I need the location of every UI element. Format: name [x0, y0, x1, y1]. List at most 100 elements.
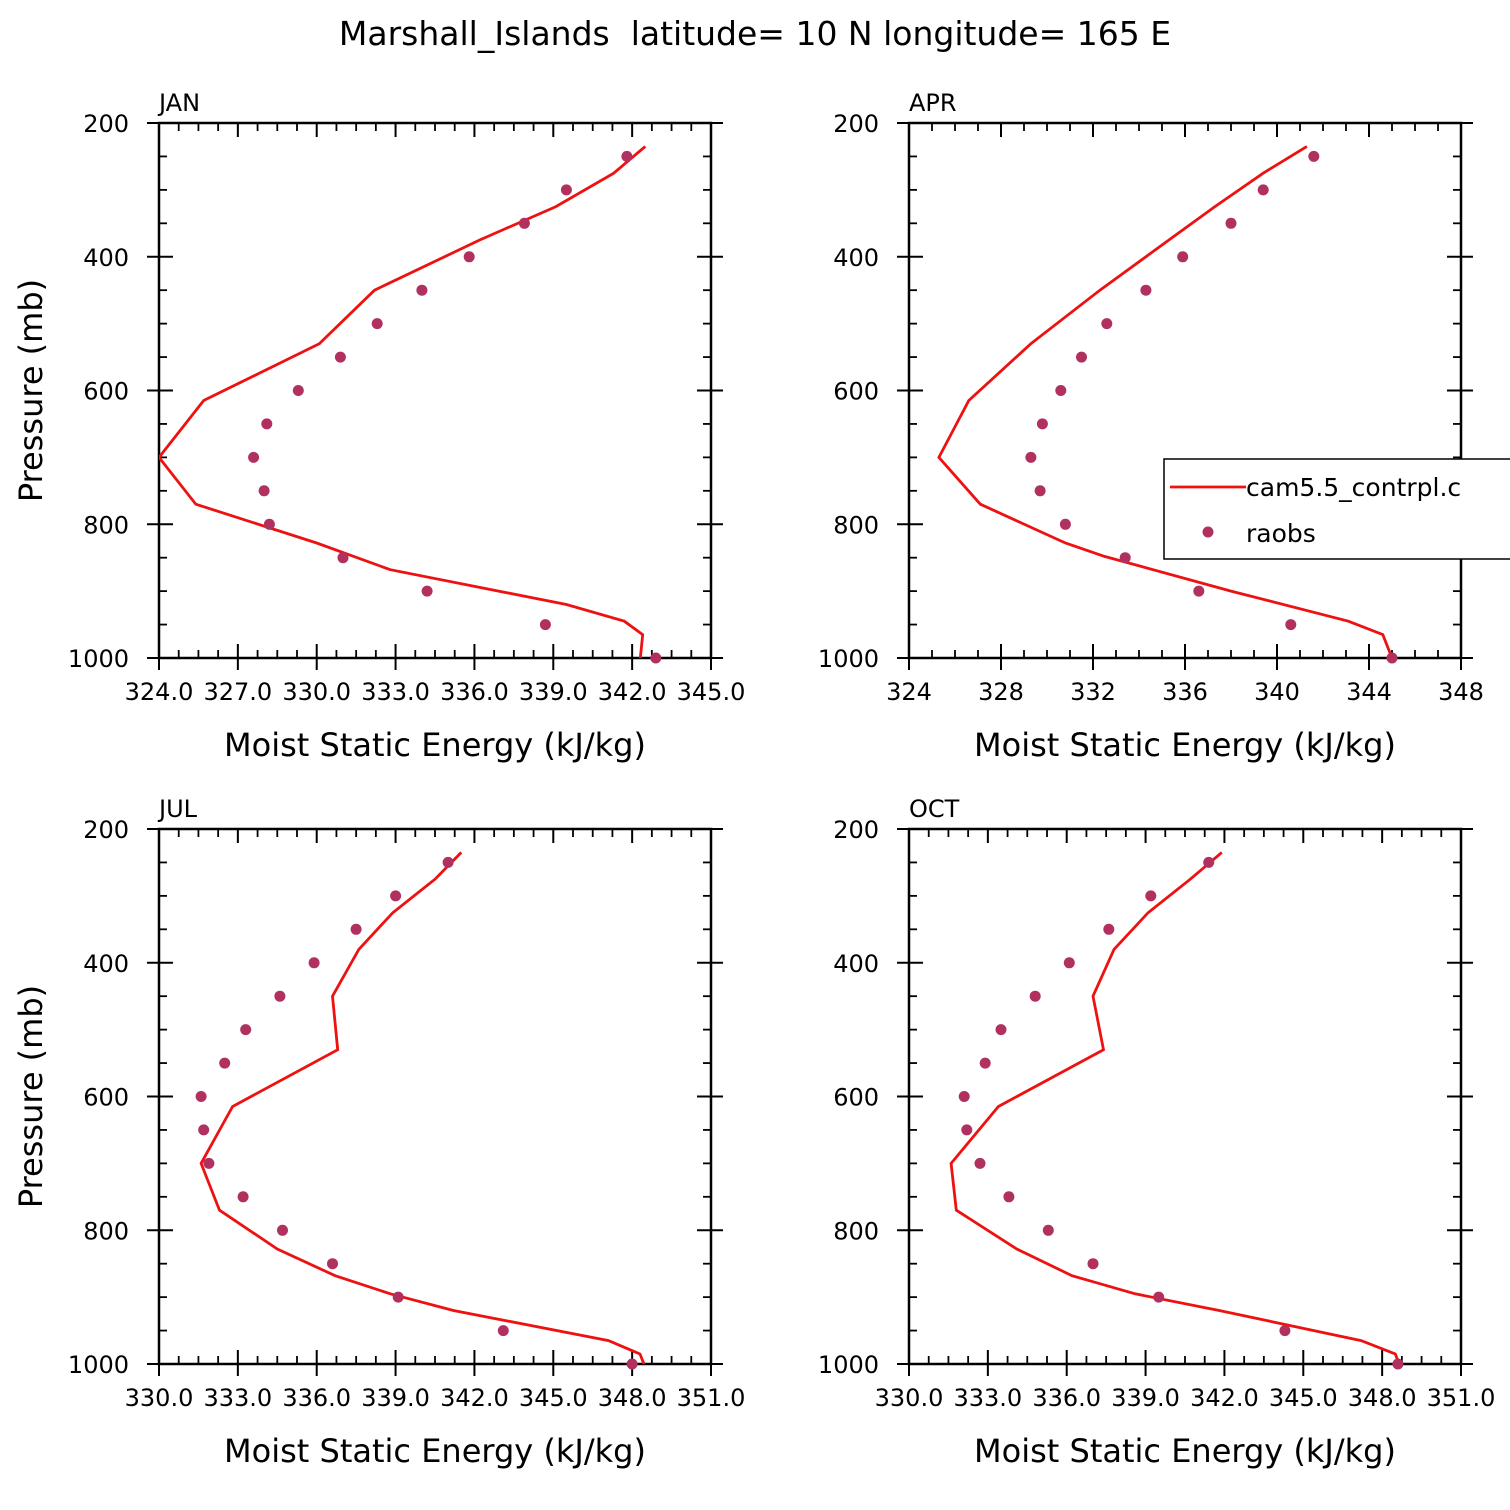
y-tick-label: 1000 [68, 1351, 129, 1379]
obs-point [350, 923, 362, 935]
obs-point [258, 485, 270, 497]
obs-point [1063, 957, 1075, 969]
panel-label: OCT [909, 795, 960, 823]
obs-point [219, 1057, 231, 1069]
obs-point [1140, 284, 1152, 296]
x-tick-label: 332 [1070, 678, 1116, 706]
panel-oct: 330.0 333.0 336.0 339.0 342.0 345.0 348.0 351.0… [818, 795, 1495, 1470]
obs-point [1029, 990, 1041, 1002]
obs-point [1308, 150, 1320, 162]
x-tick-label: 344 [1346, 678, 1392, 706]
panel-label: JAN [157, 89, 200, 117]
legend-obs-swatch [1202, 526, 1214, 538]
obs-point [1003, 1191, 1015, 1203]
model-line [949, 851, 1401, 1364]
x-tick-label: 330.0 [125, 1384, 194, 1412]
y-tick-label: 200 [83, 816, 129, 844]
obs-point [497, 1325, 509, 1337]
obs-point [237, 1191, 249, 1203]
x-axis-label: Moist Static Energy (kJ/kg) [974, 726, 1396, 764]
x-tick-label: 336.0 [1032, 1384, 1101, 1412]
plot-frame [907, 827, 1463, 1366]
obs-point [1034, 485, 1046, 497]
obs-point [1101, 318, 1113, 330]
obs-point [1119, 552, 1131, 564]
obs-point [1386, 652, 1398, 664]
obs-point [1042, 1224, 1054, 1236]
x-axis-label: Moist Static Energy (kJ/kg) [974, 1432, 1396, 1470]
obs-point [1103, 923, 1115, 935]
obs-point [248, 451, 260, 463]
x-tick-label: 348.0 [598, 1384, 667, 1412]
obs-point [263, 518, 275, 530]
obs-point [1059, 518, 1071, 530]
obs-point [1036, 418, 1048, 430]
y-tick-label: 1000 [68, 645, 129, 673]
obs-point [463, 251, 475, 263]
y-tick-label: 600 [833, 1084, 879, 1112]
obs-point [974, 1157, 986, 1169]
x-tick-label: 342.0 [598, 678, 667, 706]
panel-label: APR [909, 89, 957, 117]
obs-point [277, 1224, 288, 1236]
obs-point [518, 217, 530, 229]
model-line [159, 145, 647, 658]
obs-point [1153, 1291, 1165, 1303]
x-tick-label: 348.0 [1348, 1384, 1417, 1412]
y-tick-label: 800 [83, 511, 129, 539]
y-tick-label: 1000 [818, 645, 879, 673]
x-tick-label: 342.0 [1190, 1384, 1259, 1412]
model-line [937, 145, 1394, 658]
obs-point [1225, 217, 1237, 229]
obs-point [958, 1091, 970, 1102]
y-tick-label: 800 [833, 1217, 879, 1245]
obs-point [979, 1057, 991, 1069]
x-tick-label: 333.0 [953, 1384, 1022, 1412]
obs-point [371, 318, 383, 330]
y-tick-label: 200 [833, 816, 879, 844]
panel-jul: 330.0 333.0 336.0 339.0 342.0 345.0 348.0 351.0… [12, 795, 745, 1470]
x-tick-label: 336 [1162, 678, 1208, 706]
obs-point [327, 1258, 338, 1270]
obs-point [1193, 585, 1205, 597]
obs-point [292, 385, 304, 396]
y-tick-label: 1000 [818, 1351, 879, 1379]
y-tick-label: 400 [83, 950, 129, 978]
y-tick-label: 400 [833, 244, 879, 272]
y-axis-label: Pressure (mb) [12, 279, 50, 502]
x-tick-label: 339.0 [1111, 1384, 1180, 1412]
obs-point [1025, 451, 1037, 463]
obs-point [261, 418, 273, 430]
x-tick-label: 351.0 [677, 1384, 746, 1412]
panel-label: JUL [157, 795, 198, 823]
y-tick-label: 400 [83, 244, 129, 272]
obs-point [1392, 1358, 1404, 1370]
x-tick-label: 336.0 [440, 678, 509, 706]
x-tick-label: 345.0 [519, 1384, 588, 1412]
obs-point [995, 1024, 1007, 1036]
plot-frame [157, 827, 713, 1366]
x-tick-label: 324.0 [125, 678, 194, 706]
legend-obs-label: raobs [1246, 519, 1316, 548]
x-tick-label: 336.0 [282, 1384, 351, 1412]
y-tick-label: 800 [83, 1217, 129, 1245]
x-tick-label: 351.0 [1427, 1384, 1496, 1412]
legend-box [1163, 458, 1510, 560]
obs-point [240, 1024, 252, 1036]
obs-point [203, 1157, 215, 1169]
obs-point [198, 1124, 210, 1136]
obs-point [539, 619, 551, 631]
obs-point [308, 957, 320, 969]
obs-point [390, 890, 402, 902]
obs-point [392, 1291, 404, 1303]
legend-model-label: cam5.5_contrpl.c [1246, 473, 1461, 502]
obs-point [1076, 351, 1087, 363]
obs-point [1257, 184, 1269, 196]
obs-point [560, 184, 572, 196]
obs-point [1055, 385, 1067, 396]
x-tick-label: 333.0 [361, 678, 430, 706]
y-tick-label: 600 [83, 378, 129, 406]
x-tick-label: 348 [1438, 678, 1484, 706]
